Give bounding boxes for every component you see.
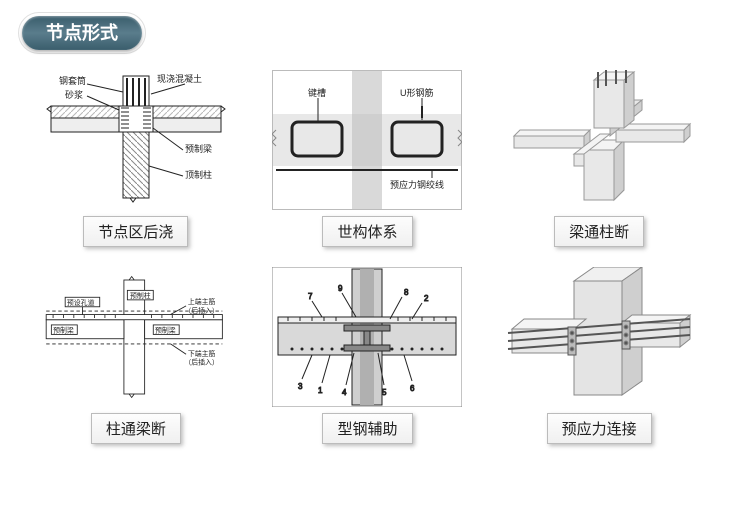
lbl: 预设孔道 [67,298,95,307]
caption-prestress-conn: 预应力连接 [547,413,652,444]
cell-seco-system: 键槽 U形钢筋 预应力钢绞线 世构体系 [272,70,464,247]
lbl: 键槽 [308,87,326,98]
svg-text:2: 2 [424,294,429,303]
diagram-grid: 钢套筒 砂浆 现浇混凝土 预制梁 顶制柱 节点区后浇 [40,70,695,444]
caption-joint-postcast: 节点区后浇 [83,216,188,247]
svg-text:1: 1 [318,386,323,395]
caption-column-through: 柱通梁断 [91,413,181,444]
svg-text:4: 4 [342,388,347,397]
lbl: （后插入） [184,358,218,367]
cell-prestress-conn: 预应力连接 [503,267,695,444]
lbl: 下端主筋 [188,349,216,358]
cell-beam-through: 梁通柱断 [503,70,695,247]
lbl: 上端主筋 [188,297,216,306]
lbl: 砂浆 [65,89,83,100]
lbl: 预制柱 [130,291,151,300]
figure-steel-assist: 7 9 8 2 3 1 4 5 6 [272,267,462,407]
cell-steel-assist: 7 9 8 2 3 1 4 5 6 型钢辅助 [272,267,464,444]
lbl: 现浇混凝土 [157,73,202,84]
lbl: （后插入） [184,306,218,315]
lbl: 预应力钢绞线 [390,179,444,190]
lbl: 预制梁 [53,326,74,335]
section-title-banner: 节点形式 [22,16,142,50]
caption-beam-through: 梁通柱断 [554,216,644,247]
lbl: 预制梁 [185,143,212,154]
figure-prestress-conn [504,267,694,407]
lbl: 顶制柱 [185,169,212,180]
lbl: 钢套筒 [59,75,86,86]
svg-text:6: 6 [410,384,415,393]
figure-joint-postcast: 钢套筒 砂浆 现浇混凝土 预制梁 顶制柱 [41,70,231,210]
lbl: 预制梁 [155,326,176,335]
caption-steel-assist: 型钢辅助 [322,413,412,444]
cell-column-through: 预设孔道 预制柱 预制梁 预制梁 上端主筋 （后插入） 下端主筋 （后插入） [40,267,232,444]
svg-text:8: 8 [404,288,409,297]
svg-text:7: 7 [308,292,313,301]
figure-column-through: 预设孔道 预制柱 预制梁 预制梁 上端主筋 （后插入） 下端主筋 （后插入） [41,267,231,407]
caption-seco-system: 世构体系 [322,216,412,247]
figure-seco-system: 键槽 U形钢筋 预应力钢绞线 [272,70,462,210]
cell-joint-postcast: 钢套筒 砂浆 现浇混凝土 预制梁 顶制柱 节点区后浇 [40,70,232,247]
svg-text:3: 3 [298,382,303,391]
svg-text:9: 9 [338,284,343,293]
svg-text:5: 5 [382,388,387,397]
lbl: U形钢筋 [400,87,434,98]
figure-beam-through [504,70,694,210]
